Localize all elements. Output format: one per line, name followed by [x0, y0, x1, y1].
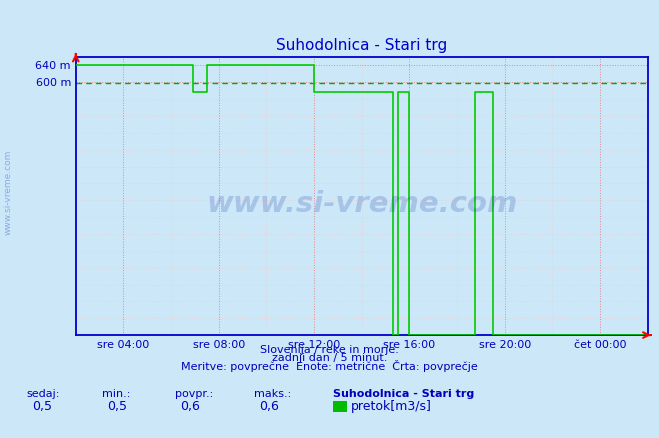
Text: pretok[m3/s]: pretok[m3/s] [351, 400, 432, 413]
Text: www.si-vreme.com: www.si-vreme.com [3, 150, 13, 235]
Text: www.si-vreme.com: www.si-vreme.com [206, 191, 517, 219]
Text: sedaj:: sedaj: [26, 389, 60, 399]
Text: min.:: min.: [102, 389, 130, 399]
Text: 0,6: 0,6 [180, 400, 200, 413]
Text: povpr.:: povpr.: [175, 389, 213, 399]
Title: Suhodolnica - Stari trg: Suhodolnica - Stari trg [276, 38, 447, 53]
Text: 0,5: 0,5 [107, 400, 127, 413]
Text: 0,6: 0,6 [259, 400, 279, 413]
Text: zadnji dan / 5 minut.: zadnji dan / 5 minut. [272, 353, 387, 364]
Text: 0,5: 0,5 [32, 400, 51, 413]
Text: Meritve: povprečne  Enote: metrične  Črta: povprečje: Meritve: povprečne Enote: metrične Črta:… [181, 360, 478, 372]
Text: Suhodolnica - Stari trg: Suhodolnica - Stari trg [333, 389, 474, 399]
Text: Slovenija / reke in morje.: Slovenija / reke in morje. [260, 345, 399, 355]
Text: maks.:: maks.: [254, 389, 291, 399]
